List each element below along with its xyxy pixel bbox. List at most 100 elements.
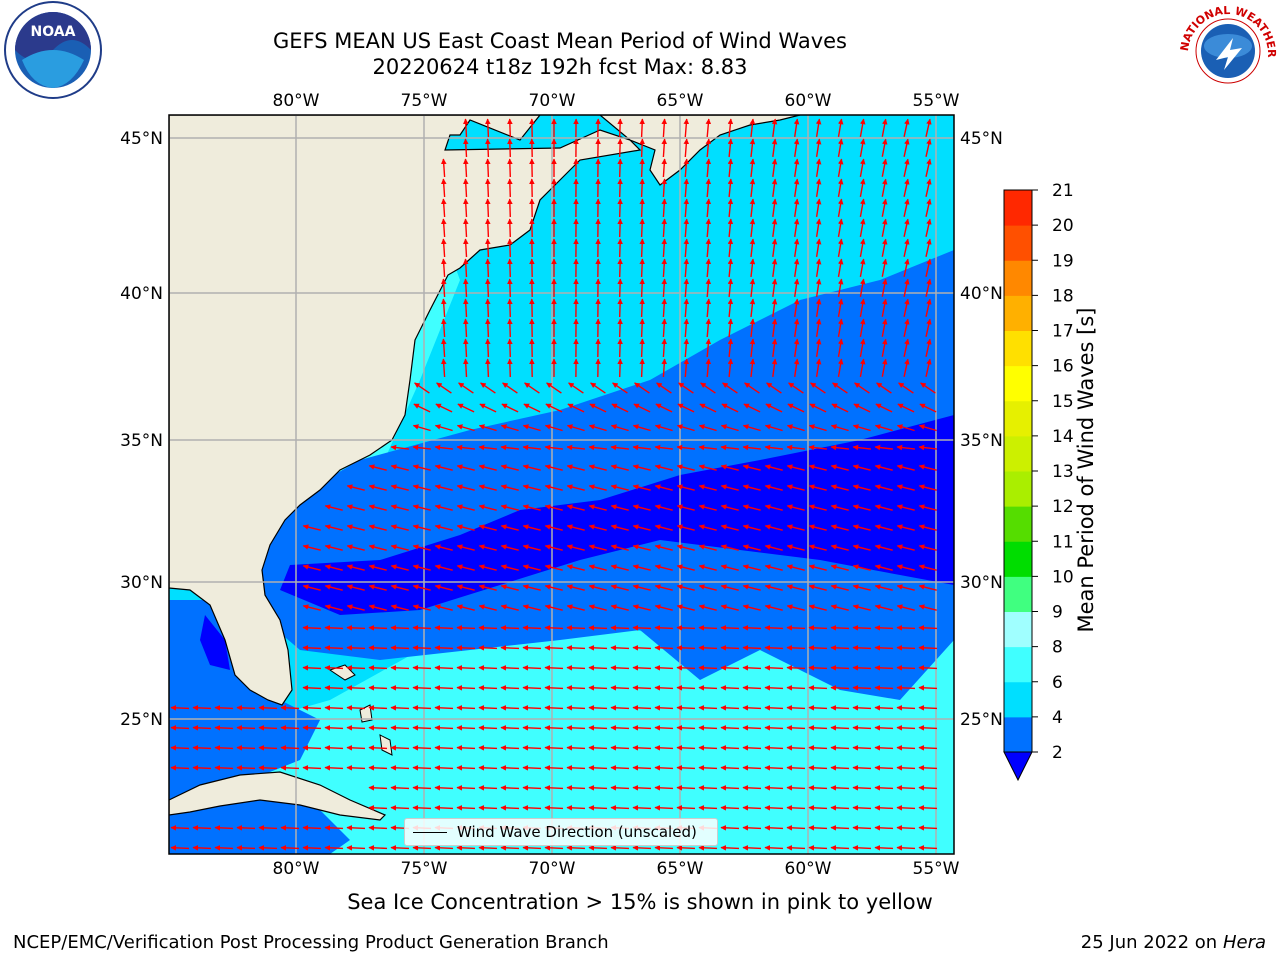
wave-direction-arrow [896,604,915,611]
wave-direction-arrow [368,604,387,611]
wave-direction-arrow [683,258,690,278]
wave-direction-arrow [720,685,740,691]
wave-direction-arrow [676,444,695,451]
wave-direction-arrow [566,705,586,711]
wave-direction-arrow [771,218,778,237]
wave-direction-arrow [632,484,651,491]
wave-direction-arrow [544,524,563,531]
wave-direction-arrow [698,665,718,671]
wave-direction-arrow [749,118,756,137]
wave-direction-arrow [390,584,409,591]
wave-direction-arrow [588,665,608,671]
wave-direction-arrow [654,484,673,491]
wave-direction-arrow [434,705,454,711]
wave-direction-arrow [742,504,761,511]
wave-direction-arrow [588,765,608,771]
wave-direction-arrow [434,725,454,731]
wave-direction-arrow [500,705,520,711]
wave-direction-arrow [485,138,491,158]
wave-direction-arrow [456,544,475,551]
wave-direction-arrow [302,845,322,851]
wave-direction-arrow [815,118,822,138]
wave-direction-arrow [302,544,321,551]
wave-direction-arrow [390,464,409,471]
wave-direction-arrow [764,805,784,811]
wave-direction-arrow [898,382,914,394]
wave-direction-arrow [764,685,784,691]
wave-direction-arrow [434,785,454,791]
wave-direction-arrow [456,845,476,851]
wave-direction-arrow [485,258,491,278]
wave-direction-arrow [918,665,938,671]
wave-direction-arrow [655,403,673,413]
wave-direction-arrow [830,444,849,451]
wave-direction-arrow [440,258,447,278]
wave-direction-arrow [676,484,695,491]
wave-direction-arrow [639,238,645,258]
wave-direction-arrow [918,564,937,571]
wave-direction-arrow [698,845,718,851]
wave-direction-arrow [808,524,827,531]
wave-direction-arrow [544,845,564,851]
wave-direction-arrow [852,524,871,531]
wave-direction-arrow [440,358,447,378]
wave-direction-arrow [859,338,866,358]
colorbar-tick-label: 18 [1052,286,1074,306]
wave-direction-arrow [764,725,784,731]
wave-direction-arrow [522,805,542,811]
wave-direction-arrow [639,298,645,318]
wave-direction-arrow [896,524,915,531]
wave-direction-arrow [258,825,278,831]
wave-direction-arrow [852,464,871,471]
wave-direction-arrow [500,564,519,571]
wave-direction-arrow [588,464,607,471]
credit-system: Hera [1222,932,1266,953]
wave-direction-arrow [881,318,888,337]
wave-direction-arrow [830,725,850,731]
wave-direction-arrow [434,544,453,551]
wave-direction-arrow [786,825,806,831]
wave-direction-arrow [786,725,806,731]
wave-direction-arrow [896,584,915,591]
wave-direction-arrow [896,444,915,451]
wave-direction-arrow [918,745,938,751]
wave-direction-arrow [346,685,366,691]
wave-direction-arrow [478,544,497,551]
lat-label-left: 45°N [120,129,163,149]
wave-direction-arrow [566,745,586,751]
wave-direction-arrow [610,805,630,811]
wave-direction-arrow [485,318,491,338]
wave-direction-arrow [808,584,827,591]
wave-direction-arrow [705,178,712,198]
wave-direction-arrow [918,484,937,491]
wave-direction-arrow [859,258,866,278]
wave-direction-arrow [808,765,828,771]
wave-direction-arrow [368,765,388,771]
wave-direction-arrow [896,745,916,751]
wave-direction-arrow [324,544,343,551]
wave-direction-arrow [523,403,541,413]
wave-direction-arrow [236,765,256,771]
wave-direction-arrow [749,278,756,297]
wave-direction-arrow [390,504,409,511]
wave-direction-arrow [440,198,447,218]
colorbar-segment [1004,330,1032,367]
wave-direction-arrow [440,158,447,178]
wave-direction-arrow [544,785,564,791]
wave-direction-arrow [786,625,806,631]
wave-direction-arrow [896,484,915,491]
wave-direction-arrow [903,338,910,357]
wave-direction-arrow [859,238,866,258]
wave-direction-arrow [676,665,696,671]
wave-direction-arrow [500,464,519,471]
wave-direction-arrow [566,504,585,511]
wave-direction-arrow [485,298,491,318]
wave-direction-arrow [456,665,476,671]
wave-direction-arrow [727,218,734,238]
wave-direction-arrow [478,765,498,771]
wave-direction-arrow [478,665,498,671]
wave-direction-arrow [874,504,893,511]
wave-direction-arrow [764,645,784,651]
wave-direction-arrow [830,604,849,611]
wave-direction-arrow [588,584,607,591]
